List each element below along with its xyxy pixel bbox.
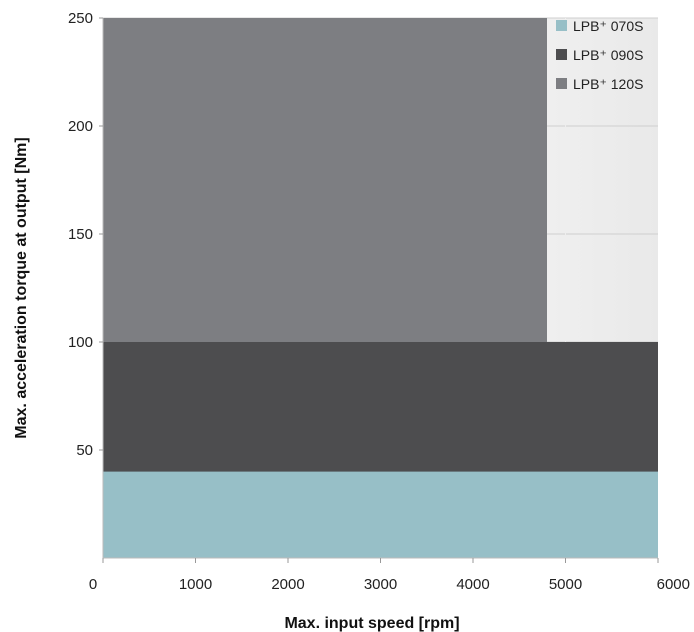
x-tick-labels: 0 1000 2000 3000 4000 5000 6000 bbox=[89, 558, 690, 593]
x-tick-4000: 4000 bbox=[456, 576, 489, 593]
legend-swatch-lpb-090s bbox=[556, 49, 567, 60]
x-axis-title: Max. input speed [rpm] bbox=[284, 615, 459, 632]
legend-swatch-lpb-070s bbox=[556, 20, 567, 31]
x-tick-0: 0 bbox=[89, 576, 97, 593]
y-tick-250: 250 bbox=[68, 10, 93, 27]
x-tick-6000: 6000 bbox=[657, 576, 690, 593]
legend-swatch-lpb-120s bbox=[556, 78, 567, 89]
x-tick-5000: 5000 bbox=[549, 576, 582, 593]
y-tick-50: 50 bbox=[76, 442, 93, 459]
legend-label-lpb-090s: LPB⁺ 090S bbox=[573, 47, 643, 63]
x-tick-2000: 2000 bbox=[271, 576, 304, 593]
x-tick-1000: 1000 bbox=[179, 576, 212, 593]
y-tick-labels: 50 100 150 200 250 bbox=[68, 10, 103, 459]
legend: LPB⁺ 070S LPB⁺ 090S LPB⁺ 120S bbox=[556, 18, 643, 92]
area-lpb-070s bbox=[103, 471, 658, 558]
y-axis-title: Max. acceleration torque at output [Nm] bbox=[13, 137, 30, 438]
series-areas bbox=[103, 18, 658, 558]
y-tick-100: 100 bbox=[68, 334, 93, 351]
x-tick-3000: 3000 bbox=[364, 576, 397, 593]
legend-label-lpb-070s: LPB⁺ 070S bbox=[573, 18, 643, 34]
y-tick-200: 200 bbox=[68, 118, 93, 135]
legend-label-lpb-120s: LPB⁺ 120S bbox=[573, 76, 643, 92]
y-tick-150: 150 bbox=[68, 226, 93, 243]
